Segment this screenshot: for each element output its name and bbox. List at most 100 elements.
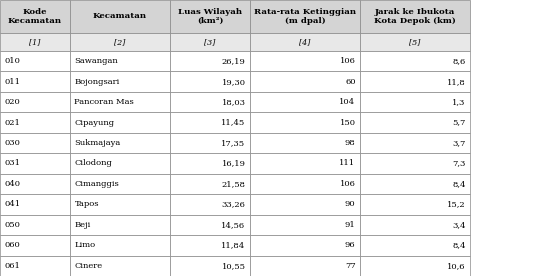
Bar	[0, 33, 70, 51]
Text: 041: 041	[4, 200, 21, 208]
Bar	[70, 153, 170, 174]
Bar	[360, 174, 470, 194]
Bar	[0, 174, 70, 194]
Text: Cilodong: Cilodong	[74, 160, 112, 168]
Text: 11,45: 11,45	[222, 119, 246, 127]
Bar	[0, 51, 70, 71]
Bar	[170, 51, 250, 71]
Text: 17,35: 17,35	[222, 139, 246, 147]
Bar	[170, 92, 250, 112]
Bar	[170, 71, 250, 92]
Bar	[360, 133, 470, 153]
Text: 16,19: 16,19	[222, 160, 246, 168]
Text: 19,30: 19,30	[222, 78, 246, 86]
Bar	[70, 256, 170, 276]
Text: 21,58: 21,58	[222, 180, 246, 188]
Text: Luas Wilayah
(km²): Luas Wilayah (km²)	[178, 8, 242, 25]
Text: 91: 91	[345, 221, 355, 229]
Bar	[170, 215, 250, 235]
Bar	[170, 112, 250, 133]
Bar	[170, 194, 250, 215]
Bar	[170, 174, 250, 194]
Bar	[70, 33, 170, 51]
Text: Sawangan: Sawangan	[74, 57, 118, 65]
Text: 90: 90	[345, 200, 355, 208]
Bar	[70, 235, 170, 256]
Text: 061: 061	[4, 262, 20, 270]
Bar	[250, 215, 360, 235]
Text: Sukmajaya: Sukmajaya	[74, 139, 121, 147]
Bar	[70, 215, 170, 235]
Bar	[360, 256, 470, 276]
Text: 96: 96	[345, 241, 355, 249]
Text: 030: 030	[4, 139, 20, 147]
Text: 8,4: 8,4	[452, 180, 465, 188]
Text: [1]: [1]	[30, 38, 41, 46]
Bar	[0, 194, 70, 215]
Bar	[250, 194, 360, 215]
Text: Jarak ke Ibukota
Kota Depok (km): Jarak ke Ibukota Kota Depok (km)	[374, 8, 456, 25]
Text: 10,55: 10,55	[222, 262, 246, 270]
Text: 021: 021	[4, 119, 20, 127]
Text: 1,3: 1,3	[452, 98, 465, 106]
Text: 18,03: 18,03	[222, 98, 246, 106]
Bar	[250, 33, 360, 51]
Text: 031: 031	[4, 160, 21, 168]
Text: [2]: [2]	[114, 38, 126, 46]
Bar	[0, 133, 70, 153]
Bar	[0, 0, 70, 33]
Bar	[70, 71, 170, 92]
Text: Cimanggis: Cimanggis	[74, 180, 119, 188]
Text: 106: 106	[340, 57, 355, 65]
Bar	[0, 215, 70, 235]
Text: Cipayung: Cipayung	[74, 119, 114, 127]
Text: Kode
Kecamatan: Kode Kecamatan	[8, 8, 62, 25]
Bar	[70, 51, 170, 71]
Bar	[0, 112, 70, 133]
Text: Kecamatan: Kecamatan	[93, 12, 147, 20]
Bar	[170, 256, 250, 276]
Bar	[360, 112, 470, 133]
Text: 106: 106	[340, 180, 355, 188]
Text: 5,7: 5,7	[452, 119, 465, 127]
Text: 3,4: 3,4	[452, 221, 465, 229]
Text: 3,7: 3,7	[452, 139, 465, 147]
Bar	[250, 133, 360, 153]
Text: Limo: Limo	[74, 241, 95, 249]
Text: 011: 011	[4, 78, 21, 86]
Text: 10,6: 10,6	[447, 262, 465, 270]
Bar	[0, 71, 70, 92]
Bar	[70, 133, 170, 153]
Bar	[70, 174, 170, 194]
Bar	[170, 0, 250, 33]
Text: [5]: [5]	[410, 38, 421, 46]
Bar	[170, 153, 250, 174]
Text: 150: 150	[339, 119, 355, 127]
Bar	[70, 0, 170, 33]
Text: Cinere: Cinere	[74, 262, 103, 270]
Bar	[0, 153, 70, 174]
Text: 33,26: 33,26	[222, 200, 246, 208]
Bar	[170, 235, 250, 256]
Text: [4]: [4]	[299, 38, 311, 46]
Text: [3]: [3]	[204, 38, 216, 46]
Bar	[360, 71, 470, 92]
Text: Rata-rata Ketinggian
(m dpal): Rata-rata Ketinggian (m dpal)	[254, 8, 356, 25]
Bar	[70, 112, 170, 133]
Bar	[360, 51, 470, 71]
Text: 14,56: 14,56	[222, 221, 246, 229]
Bar	[0, 235, 70, 256]
Text: Pancoran Mas: Pancoran Mas	[74, 98, 134, 106]
Text: 020: 020	[4, 98, 20, 106]
Text: 8,6: 8,6	[453, 57, 465, 65]
Bar	[250, 51, 360, 71]
Text: 7,3: 7,3	[452, 160, 465, 168]
Bar	[360, 0, 470, 33]
Bar	[360, 235, 470, 256]
Bar	[170, 33, 250, 51]
Text: 010: 010	[4, 57, 20, 65]
Bar	[250, 256, 360, 276]
Text: 8,4: 8,4	[452, 241, 465, 249]
Text: 11,8: 11,8	[447, 78, 465, 86]
Bar	[250, 174, 360, 194]
